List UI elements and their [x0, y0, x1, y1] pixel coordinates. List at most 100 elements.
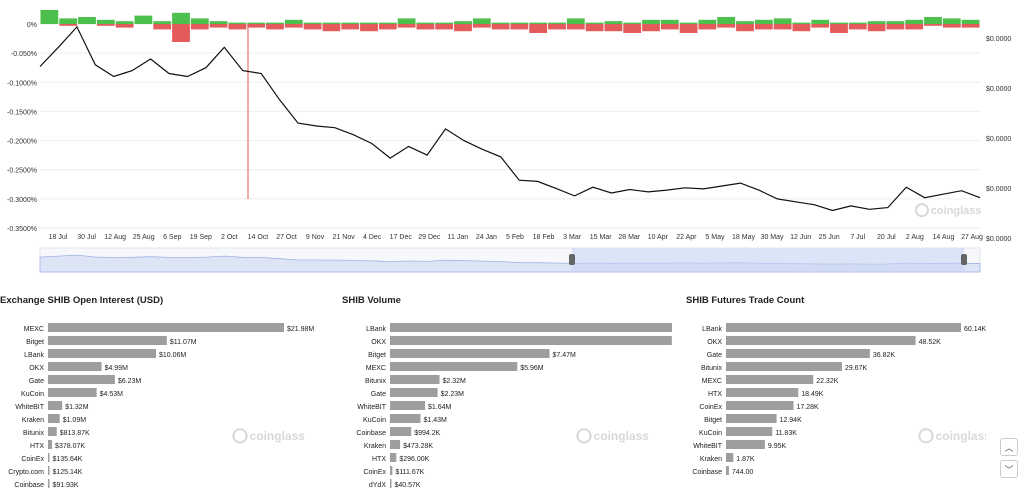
- bar-value-label: 9.95K: [768, 443, 787, 450]
- category-label: CoinEx: [699, 404, 722, 411]
- negative-funding-bar: [886, 24, 905, 30]
- negative-funding-bar: [942, 24, 961, 28]
- category-label: LBank: [24, 352, 44, 359]
- category-label: LBank: [702, 326, 722, 333]
- x-tick-label: 30 May: [761, 234, 784, 241]
- navigator-handle-right: [961, 254, 967, 265]
- negative-funding-bar: [228, 24, 247, 30]
- x-tick-label: 5 Feb: [506, 234, 524, 241]
- bar-value-label: $6.23M: [118, 378, 142, 385]
- bar-value-label: $10.06M: [159, 352, 186, 359]
- x-tick-label: 27 Aug: [961, 234, 983, 241]
- x-tick-label: 27 Oct: [276, 234, 297, 241]
- scroll-down-button[interactable]: ﹀: [1000, 460, 1018, 478]
- negative-funding-bar: [660, 24, 679, 30]
- x-tick-label: 2 Oct: [221, 234, 238, 241]
- negative-funding-bar: [736, 24, 754, 32]
- bar: [48, 349, 157, 358]
- positive-funding-bar: [529, 22, 548, 24]
- bar: [726, 427, 773, 436]
- bar-value-label: $2.32M: [443, 378, 467, 385]
- x-tick-label: 15 Mar: [590, 234, 612, 241]
- watermark-text: coinglass: [250, 429, 306, 443]
- bar: [726, 401, 794, 410]
- negative-funding-bar: [698, 24, 717, 30]
- bar: [48, 388, 97, 397]
- bar: [726, 453, 734, 462]
- positive-funding-bar: [472, 18, 491, 24]
- category-label: Kraken: [22, 417, 44, 424]
- negative-funding-bar: [209, 24, 228, 28]
- bar-value-label: $11.07M: [170, 339, 197, 346]
- positive-funding-bar: [78, 17, 96, 24]
- negative-funding-bar: [961, 24, 980, 28]
- positive-funding-bar: [228, 22, 247, 24]
- category-label: CoinEx: [21, 456, 44, 463]
- bar-value-label: $111.67K: [395, 469, 424, 476]
- category-label: HTX: [708, 391, 722, 398]
- category-label: LBank: [366, 326, 386, 333]
- bar-value-label: $994.2K: [414, 430, 440, 437]
- bar-value-label: 60.14K: [964, 326, 986, 333]
- positive-funding-bar: [867, 21, 886, 24]
- negative-funding-bar: [566, 24, 585, 30]
- bar-value-label: $378.07K: [55, 443, 85, 450]
- bar: [48, 466, 50, 475]
- bar: [390, 388, 438, 397]
- positive-funding-bar: [754, 19, 773, 24]
- bar: [390, 401, 426, 410]
- bar: [48, 414, 60, 423]
- category-label: KuCoin: [363, 417, 386, 424]
- positive-funding-bar: [115, 21, 134, 24]
- negative-funding-bar: [247, 24, 266, 28]
- bar: [48, 479, 50, 488]
- x-tick-label: 12 Aug: [104, 234, 126, 241]
- bar-value-label: 18.49K: [801, 391, 824, 398]
- negative-funding-bar: [548, 24, 566, 30]
- category-label: Gate: [29, 378, 44, 385]
- coinglass-logo-icon: [914, 203, 930, 218]
- positive-funding-bar: [905, 19, 924, 24]
- negative-funding-bar: [190, 24, 209, 30]
- positive-funding-bar: [679, 22, 698, 24]
- bar-value-label: 1.87K: [736, 456, 755, 463]
- category-label: Kraken: [700, 456, 722, 463]
- positive-funding-bar: [40, 10, 59, 24]
- coinglass-watermark: coinglass: [918, 428, 986, 444]
- bar-value-label: 11.83K: [775, 430, 797, 437]
- negative-funding-bar: [604, 24, 623, 32]
- bar: [48, 336, 167, 345]
- bar-value-label: $21.98M: [287, 326, 314, 333]
- bar: [726, 349, 870, 358]
- y-tick-label: -0.3500%: [7, 226, 37, 233]
- bar: [726, 375, 814, 384]
- bar-value-label: $4.53M: [100, 391, 124, 398]
- positive-funding-bar: [698, 19, 717, 24]
- bar: [390, 375, 440, 384]
- category-label: WhiteBIT: [357, 404, 387, 411]
- category-label: WhiteBIT: [693, 443, 723, 450]
- negative-funding-bar: [773, 24, 792, 30]
- bar-value-label: $7.47M: [553, 352, 577, 359]
- negative-funding-bar: [59, 24, 78, 26]
- positive-funding-bar: [623, 22, 642, 24]
- positive-funding-bar: [717, 17, 736, 24]
- bar: [48, 427, 57, 436]
- bar-value-label: 12.94K: [780, 417, 803, 424]
- negative-funding-bar: [378, 24, 397, 30]
- right-axis-tick-label: $0.0000: [986, 236, 1011, 243]
- funding-rate-line-chart: 0% -0.050% -0.1000% -0.1500% -0.2000% -0.2500…: [7, 10, 1011, 273]
- bar: [390, 466, 393, 475]
- bar-value-label: $813.87K: [60, 430, 90, 437]
- bar: [48, 375, 115, 384]
- positive-funding-bar: [209, 21, 228, 24]
- bar-value-label: $1.32M: [65, 404, 89, 411]
- bar-value-label: 22.32K: [816, 378, 839, 385]
- x-tick-label: 14 Aug: [933, 234, 955, 241]
- navigator-handle-left: [569, 254, 575, 265]
- negative-funding-bar: [472, 24, 491, 28]
- category-label: OKX: [707, 339, 722, 346]
- scroll-up-button[interactable]: ︿: [1000, 438, 1018, 456]
- positive-funding-bar: [266, 22, 284, 24]
- positive-funding-bar: [886, 21, 905, 24]
